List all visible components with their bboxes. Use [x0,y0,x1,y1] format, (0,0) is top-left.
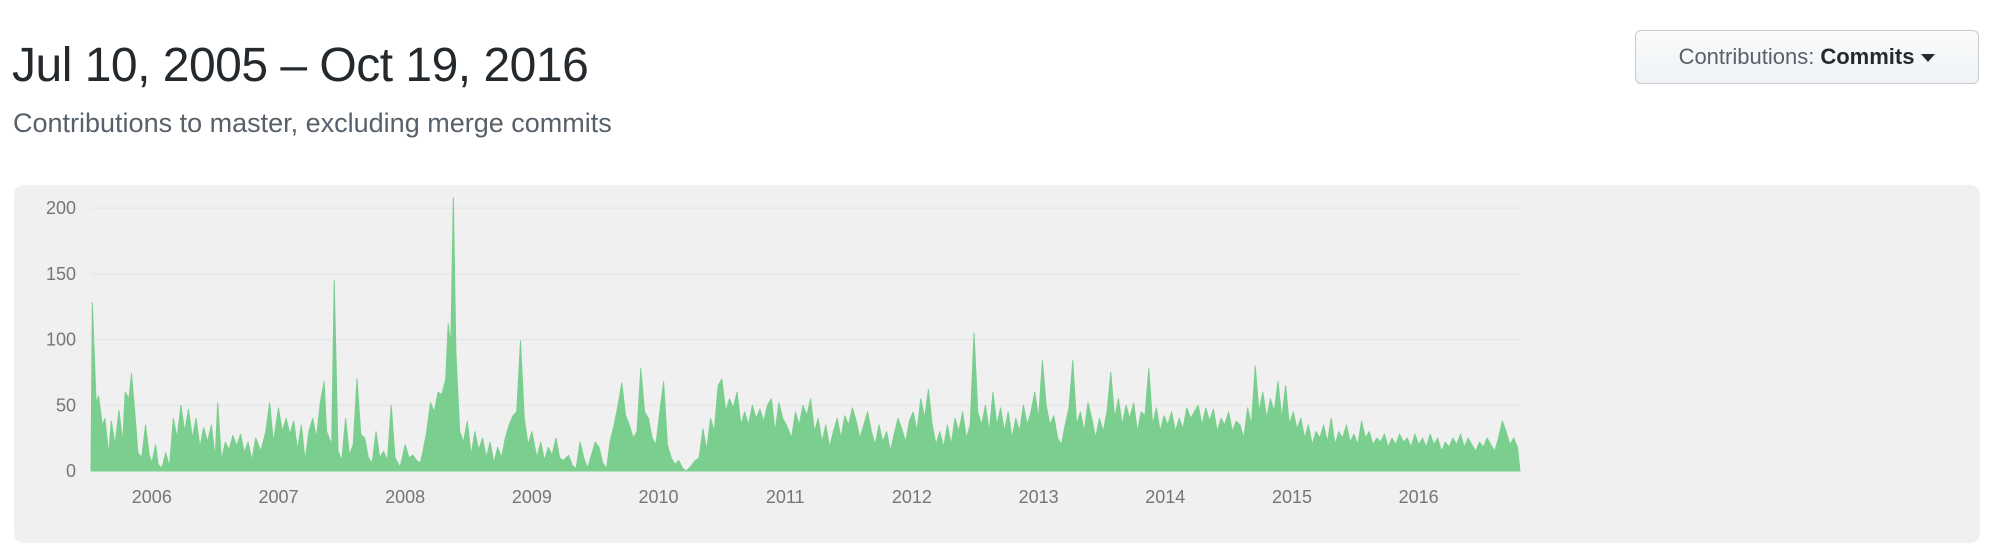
x-tick-label: 2007 [258,487,298,507]
y-tick-label: 150 [46,264,76,284]
x-tick-label: 2010 [639,487,679,507]
x-tick-label: 2006 [132,487,172,507]
contributions-select-value: Commits [1820,44,1915,69]
caret-down-icon [1921,54,1936,62]
contributions-select-label: Contributions: [1678,44,1815,69]
contributions-select-button[interactable]: Contributions: Commits [1635,30,1979,84]
x-tick-label: 2011 [766,487,805,507]
x-tick-label: 2015 [1272,487,1312,507]
x-tick-label: 2013 [1019,487,1059,507]
chart-subtitle: Contributions to master, excluding merge… [13,108,612,138]
x-tick-label: 2009 [512,487,552,507]
x-tick-label: 2014 [1145,487,1185,507]
y-tick-label: 100 [46,330,76,350]
x-tick-label: 2016 [1399,487,1439,507]
commits-area-series [90,197,1521,472]
y-tick-label: 200 [46,198,76,218]
contributions-chart: 0 50 100 150 200 2006 2007 2008 2009 2010 2011 201… [46,197,1521,507]
x-tick-label: 2012 [892,487,932,507]
y-tick-label: 50 [56,395,76,415]
x-tick-label: 2008 [385,487,425,507]
y-tick-label: 0 [66,461,76,481]
contributions-chart-panel: 0 50 100 150 200 2006 2007 2008 2009 2010 2011 201… [14,185,1980,543]
date-range-title: Jul 10, 2005 – Oct 19, 2016 [12,39,589,92]
